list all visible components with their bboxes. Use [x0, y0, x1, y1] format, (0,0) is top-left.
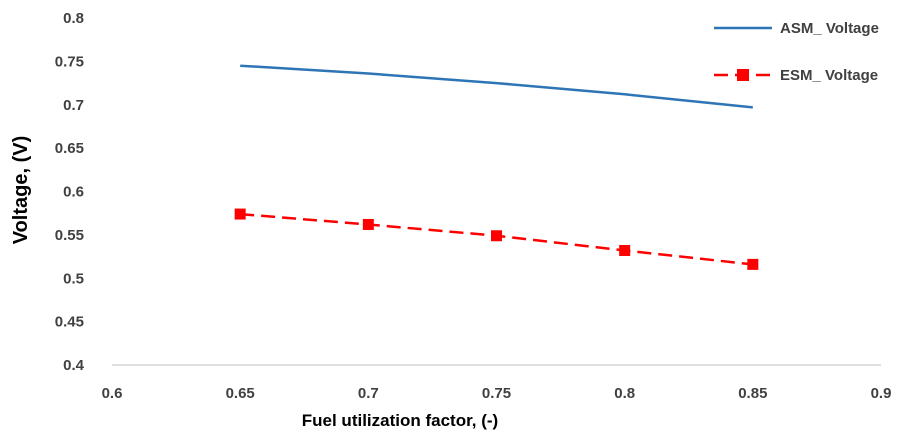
y-tick-label: 0.55 [55, 227, 84, 244]
x-tick-label: 0.8 [614, 385, 635, 402]
y-tick-label: 0.4 [63, 357, 85, 374]
y-tick-label: 0.65 [55, 140, 84, 157]
y-tick-label: 0.45 [55, 314, 84, 331]
y-tick-label: 0.8 [63, 10, 84, 27]
x-axis-title: Fuel utilization factor, (-) [302, 411, 498, 430]
y-axis-ticks: 0.4 0.45 0.5 0.55 0.6 0.65 0.7 0.75 0.8 [55, 10, 85, 374]
data-point-marker [234, 208, 246, 220]
x-tick-label: 0.6 [102, 385, 123, 402]
y-tick-label: 0.5 [63, 270, 84, 287]
x-tick-label: 0.9 [871, 385, 892, 402]
x-tick-label: 0.75 [482, 385, 511, 402]
data-point-marker [619, 244, 631, 256]
y-axis-title: Voltage, (V) [10, 136, 32, 245]
y-tick-label: 0.7 [63, 97, 84, 114]
legend-marker [737, 69, 749, 81]
data-point-marker [362, 218, 374, 230]
legend-label: ASM_ Voltage [780, 20, 879, 37]
data-point-marker [747, 258, 759, 270]
data-point-marker [491, 230, 502, 242]
legend: ASM_ Voltage ESM_ Voltage [714, 20, 879, 84]
y-tick-label: 0.6 [63, 184, 84, 201]
plot-area [234, 64, 759, 270]
legend-label: ESM_ Voltage [780, 67, 878, 84]
series-line-0 [240, 64, 753, 109]
x-axis-ticks: 0.6 0.65 0.7 0.75 0.8 0.85 0.9 [102, 385, 892, 402]
x-tick-label: 0.85 [738, 385, 767, 402]
x-tick-label: 0.65 [226, 385, 255, 402]
y-tick-label: 0.75 [55, 53, 84, 70]
x-tick-label: 0.7 [358, 385, 379, 402]
